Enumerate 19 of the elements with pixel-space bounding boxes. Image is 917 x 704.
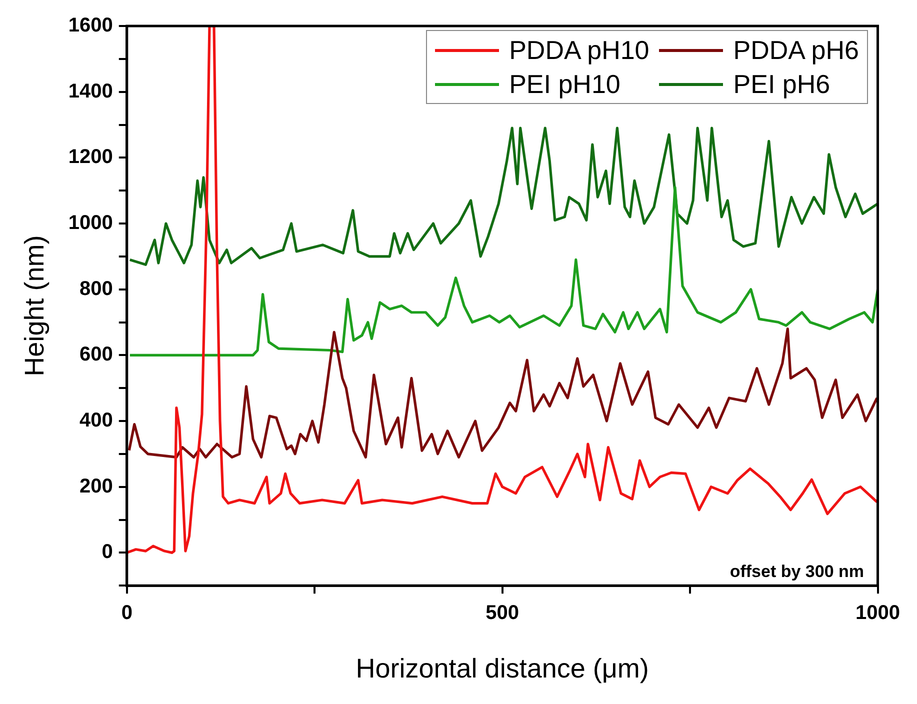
x-tick-label: 500 [486, 602, 520, 624]
y-tick-label: 1200 [68, 146, 113, 168]
y-tick-label: 1400 [68, 80, 113, 102]
legend-label: PDDA pH10 [509, 34, 650, 67]
x-tick-label: 0 [121, 602, 132, 624]
y-tick-label: 0 [102, 541, 113, 564]
x-tick-label: 1000 [856, 602, 900, 624]
y-tick-label: 800 [80, 278, 113, 300]
x-axis-title: Horizontal distance (μm) [356, 653, 649, 684]
legend-label: PDDA pH6 [733, 34, 859, 67]
legend-label: PEI pH10 [509, 68, 620, 101]
legend-label: PEI pH6 [733, 68, 830, 101]
y-axis-title: Height (nm) [20, 235, 50, 376]
y-tick-label: 400 [80, 410, 113, 432]
annotation: offset by 300 nm [730, 562, 864, 582]
y-tick-label: 600 [80, 344, 113, 366]
y-tick-label: 200 [80, 475, 113, 498]
y-tick-label: 1000 [68, 212, 113, 234]
y-tick-label: 1600 [68, 14, 113, 37]
